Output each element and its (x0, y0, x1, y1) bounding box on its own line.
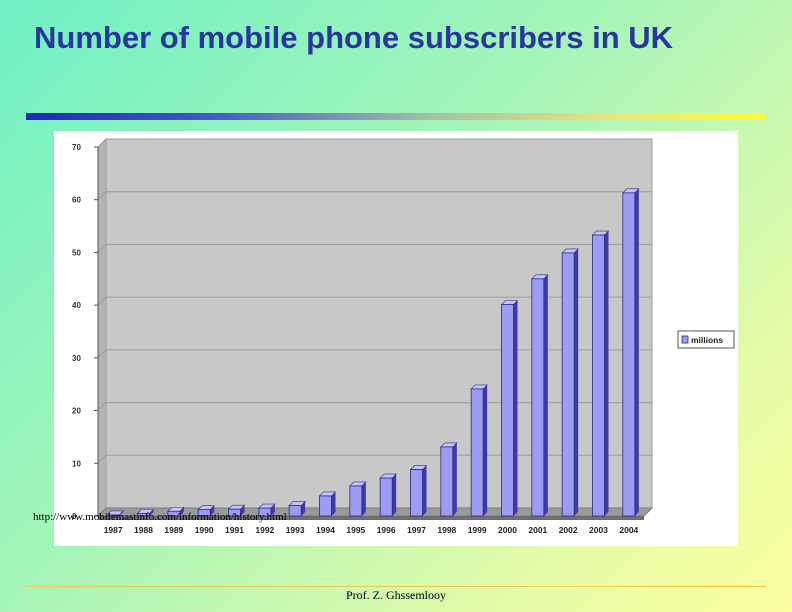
legend-box (677, 330, 735, 349)
bar-1997 (410, 469, 423, 517)
title-divider (26, 113, 766, 120)
bar-2004 (622, 192, 636, 517)
x-tick-label: 1998 (437, 525, 456, 535)
y-tick-label: 70 (72, 143, 81, 152)
legend-swatch (681, 335, 689, 344)
bar-side-2002 (574, 248, 579, 516)
x-tick-label: 2000 (498, 525, 517, 535)
bar-side-1999 (483, 384, 488, 516)
x-tick-label: 1991 (225, 525, 244, 535)
bar-2001 (531, 278, 545, 517)
bar-side-1995 (361, 481, 366, 516)
bar-side-2004 (634, 188, 639, 516)
x-tick-label: 1993 (286, 525, 305, 535)
x-tick-label: 1994 (316, 525, 335, 535)
bar-side-1996 (392, 474, 397, 516)
x-tick-label: 1989 (164, 525, 183, 535)
bar-1992 (258, 507, 272, 517)
bar-2003 (592, 234, 605, 517)
bar-1999 (470, 388, 484, 517)
bar-side-1993 (301, 501, 306, 516)
gridline (97, 191, 652, 201)
bar-side-2001 (543, 274, 548, 516)
x-tick-label: 2001 (528, 525, 547, 535)
y-tick-label: 0 (72, 512, 77, 521)
x-tick-label: 1995 (346, 525, 365, 535)
gridline (97, 349, 652, 359)
footer-divider (26, 586, 766, 587)
bar-1990 (197, 509, 211, 517)
bar-side-2000 (513, 300, 518, 516)
legend-label: millions (691, 335, 723, 345)
bar-1994 (319, 495, 332, 517)
plot-floor-edge (98, 516, 644, 520)
bar-1993 (288, 505, 302, 517)
chart-panel: 0 10 20 30 40 50 60 70 1987 1988 1989 1990 1991 1992 1… (54, 131, 738, 546)
bar-side-1997 (422, 465, 427, 516)
bar-side-1998 (452, 442, 457, 516)
bar-side-1992 (270, 504, 275, 516)
x-tick-label: 2003 (589, 525, 608, 535)
y-tick-label: 30 (72, 354, 81, 363)
x-tick-label: 1987 (104, 525, 123, 535)
y-tick-label: 20 (72, 407, 81, 416)
gridline (97, 402, 652, 411)
bar-chart: 0 10 20 30 40 50 60 70 1987 1988 1989 1990 1991 1992 1… (72, 137, 735, 535)
x-tick-label: 1996 (377, 525, 396, 535)
x-tick-label: 2004 (619, 525, 638, 535)
bar-1998 (440, 446, 454, 517)
x-tick-label: 1988 (134, 525, 153, 535)
bar-1996 (379, 477, 393, 517)
x-tick-label: 1990 (195, 525, 214, 535)
gridline (97, 243, 652, 253)
bar-2002 (561, 252, 575, 517)
source-url: http://www.mobilemastinfo.com/informatio… (33, 511, 287, 523)
bar-side-1991 (240, 505, 245, 516)
gridline (97, 454, 652, 464)
bar-side-1989 (179, 507, 184, 516)
x-tick-label: 1997 (407, 525, 426, 535)
bar-1995 (349, 485, 363, 517)
y-tick-label: 40 (72, 301, 81, 310)
bar-1989 (167, 510, 181, 517)
x-tick-label: 1992 (255, 525, 274, 535)
bar-1987 (106, 514, 120, 517)
bar-1988 (137, 512, 150, 517)
y-tick-label: 60 (72, 196, 81, 205)
bar-1991 (228, 508, 241, 517)
x-tick-label: 2002 (559, 525, 578, 535)
y-tick-label: 50 (72, 248, 81, 257)
bar-2000 (501, 304, 514, 517)
x-tick-label: 1999 (468, 525, 487, 535)
bar-side-1990 (210, 505, 215, 516)
gridline (97, 296, 652, 306)
gridline (97, 138, 652, 148)
bar-side-1988 (149, 509, 154, 516)
bar-side-2003 (604, 231, 609, 516)
bar-side-1994 (331, 491, 336, 516)
slide-title: Number of mobile phone subscribers in UK (34, 20, 674, 55)
y-tick-label: 10 (72, 459, 81, 468)
footer-author: Prof. Z. Ghssemlooy (346, 588, 446, 602)
